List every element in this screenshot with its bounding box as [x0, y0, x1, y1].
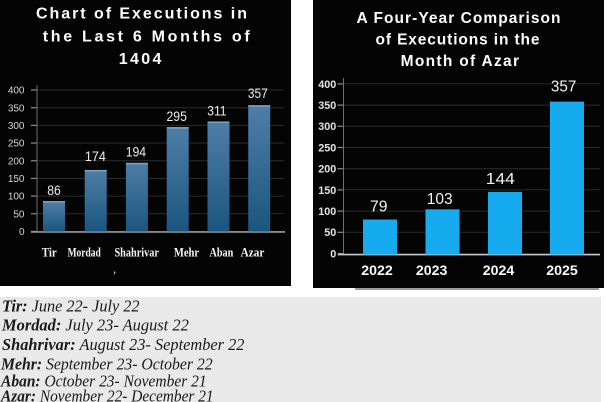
svg-text:250: 250 [8, 139, 25, 150]
svg-text:50: 50 [324, 227, 336, 239]
svg-text:Azar: November 22- December 21: Azar: November 22- December 21 [0, 386, 214, 402]
svg-text:311: 311 [207, 104, 226, 119]
svg-text:Tir: June 22- July 22: Tir: June 22- July 22 [2, 296, 140, 315]
svg-text:150: 150 [318, 185, 336, 197]
svg-text:100: 100 [8, 192, 25, 203]
svg-text:,: , [113, 261, 116, 276]
svg-text:A Four-Year Comparison: A Four-Year Comparison [357, 10, 561, 27]
svg-text:0: 0 [330, 248, 336, 260]
svg-text:Month of Azar: Month of Azar [401, 53, 519, 70]
svg-text:357: 357 [248, 86, 268, 101]
svg-text:250: 250 [318, 142, 336, 154]
svg-text:86: 86 [47, 183, 61, 198]
svg-text:350: 350 [318, 100, 336, 112]
svg-text:150: 150 [8, 174, 25, 185]
svg-text:350: 350 [8, 103, 25, 114]
svg-text:2023: 2023 [416, 263, 448, 279]
svg-text:400: 400 [318, 79, 336, 91]
svg-text:174: 174 [85, 149, 107, 164]
svg-text:2024: 2024 [483, 263, 515, 279]
svg-text:2025: 2025 [546, 263, 578, 279]
svg-text:400: 400 [8, 86, 25, 97]
svg-text:Shahrivar: August 23- Septembe: Shahrivar: August 23- September 22 [2, 335, 245, 354]
svg-text:103: 103 [427, 191, 453, 208]
svg-text:0: 0 [19, 227, 25, 238]
svg-text:300: 300 [318, 121, 336, 133]
svg-text:Mehr: Mehr [174, 244, 199, 259]
svg-text:100: 100 [318, 206, 336, 218]
svg-text:50: 50 [13, 209, 25, 220]
svg-text:357: 357 [551, 79, 577, 96]
svg-text:Mehr: September 23- October 22: Mehr: September 23- October 22 [0, 354, 213, 373]
svg-text:Shahrivar: Shahrivar [114, 244, 159, 259]
svg-text:144: 144 [486, 171, 515, 188]
svg-text:79: 79 [370, 198, 388, 215]
svg-text:200: 200 [318, 164, 336, 176]
svg-text:295: 295 [167, 109, 187, 124]
svg-text:300: 300 [8, 121, 25, 132]
svg-text:Tir: Tir [42, 244, 57, 259]
svg-text:Aban: October 23- November 21: Aban: October 23- November 21 [0, 372, 207, 391]
svg-text:Mordad: July 23- August 22: Mordad: July 23- August 22 [1, 316, 189, 335]
svg-text:Azar: Azar [241, 244, 265, 259]
svg-text:200: 200 [8, 156, 25, 167]
svg-text:Mordad: Mordad [68, 244, 102, 259]
svg-text:2022: 2022 [361, 263, 393, 279]
svg-text:Aban: Aban [210, 244, 234, 259]
svg-text:of Executions in the: of Executions in the [376, 32, 540, 49]
svg-text:194: 194 [126, 145, 147, 160]
